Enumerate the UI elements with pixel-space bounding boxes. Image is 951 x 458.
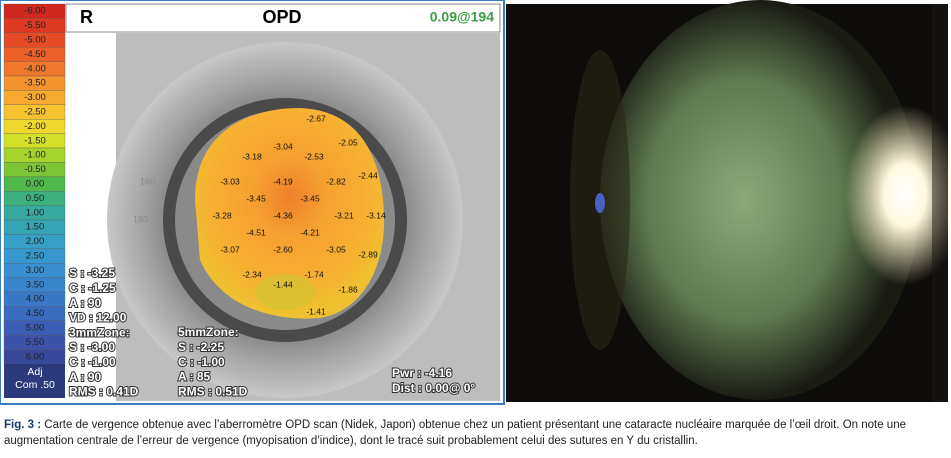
scale-footer-bg [4,364,65,398]
header-bar [65,3,501,33]
scale-label: 2.50 [26,251,45,262]
map-value: -3.45 [300,193,320,203]
scale-label: -1.50 [24,135,46,146]
scale-label: 5.50 [26,337,45,348]
map-value: -1.86 [338,284,358,294]
map-value: -3.03 [220,176,240,186]
ring-label: 160 [140,176,155,186]
map-value: -2.34 [242,269,262,279]
map-value: -1.44 [273,279,293,289]
info-text: S : -3.00 [69,340,115,354]
info-text: C : -1.25 [69,281,116,295]
scale-label: 3.50 [26,279,45,290]
info-text: A : 85 [178,370,211,384]
info-text: RMS : 0.41D [69,385,139,399]
scale-label: 6.00 [26,351,45,362]
scale-label: -4.00 [24,63,46,74]
scale-label: -6.00 [24,6,46,17]
map-value: -4.21 [300,227,320,237]
map-value: -2.82 [326,176,346,186]
ring-label: 180 [133,214,148,224]
photo-edge [932,4,948,402]
info-text: C : -1.00 [178,355,225,369]
map-value: -2.44 [358,170,378,180]
scale-label: -2.00 [24,121,46,132]
map-value: -2.67 [306,113,326,123]
info-text: A : 90 [69,296,102,310]
map-value: -1.41 [306,306,326,316]
info-text: S : -3.25 [69,266,115,280]
info-text: Pwr : -4.16 [392,366,452,380]
scale-label: 1.50 [26,222,45,233]
map-value: -1.74 [304,269,324,279]
map-value: -4.51 [246,227,266,237]
info-text: C : -1.00 [69,355,116,369]
lens [600,0,920,400]
map-value: -3.28 [212,210,232,220]
scale-label: 0.00 [26,179,45,190]
color-scale: -6.00 -5.50 -5.00 -4.50 -4.00 -3.50 -3.00 -2.50… [3,3,66,398]
caption: Fig. 3 : Carte de vergence obtenue avec … [4,417,946,449]
scale-label: 4.00 [26,294,45,305]
scale-label: -2.50 [24,107,46,118]
scale-label: 4.50 [26,308,45,319]
map-value: -3.14 [366,210,386,220]
map-value: -4.36 [273,210,293,220]
map-low-zone [255,274,315,310]
scale-label: 1.00 [26,207,45,218]
scale-label: -5.50 [24,20,46,31]
header-value: 0.09@194 [430,9,494,25]
info-text: S : -2.25 [178,340,224,354]
scale-label: 2.00 [26,236,45,247]
map-value: -3.18 [242,151,262,161]
scale-label: -3.00 [24,92,46,103]
info-text: 3mmZone: [69,325,130,339]
map-value: -2.53 [304,151,324,161]
map-value: -3.04 [273,141,293,151]
map-value: -2.89 [358,249,378,259]
scale-label: -5.00 [24,35,46,46]
figure: -6.00 -5.50 -5.00 -4.50 -4.00 -3.50 -3.00 -2.50… [0,0,951,405]
opd-map [195,108,385,319]
info-text: RMS : 0.51D [178,384,248,398]
caption-text: Carte de vergence obtenue avec l’aberrom… [4,419,906,447]
map-title: OPD [262,7,301,27]
eye-label: R [80,7,93,27]
map-value: -3.21 [334,210,354,220]
map-value: -2.60 [273,244,293,254]
scale-label: 5.00 [26,323,45,334]
scale-label: -0.50 [24,164,46,175]
map-value: -3.05 [326,244,346,254]
map-values: -2.67 -2.05 -3.04 -3.18 -2.53 -2.44 -3.03 -4.19… [212,113,386,316]
scale-label: -1.00 [24,150,46,161]
scale-footer: Adj [27,366,42,378]
scale-label: 3.00 [26,265,45,276]
info-text: A : 90 [69,370,102,384]
map-value: -2.05 [338,137,358,147]
scale-label: 0.50 [26,193,45,204]
map-value: -3.45 [246,193,266,203]
scale-label: -3.50 [24,78,46,89]
map-value: -4.19 [273,176,293,186]
scale-label: -4.50 [24,49,46,60]
reflex-spot [595,193,605,213]
caption-label: Fig. 3 : [4,419,42,431]
scale-footer: Com .50 [15,379,55,391]
info-text: Dist : 0.00@ 0° [392,381,475,395]
info-text: 5mmZone: [178,325,239,339]
info-text: VD : 12.00 [69,311,127,325]
map-value: -3.07 [220,244,240,254]
light-reflex [845,105,951,285]
